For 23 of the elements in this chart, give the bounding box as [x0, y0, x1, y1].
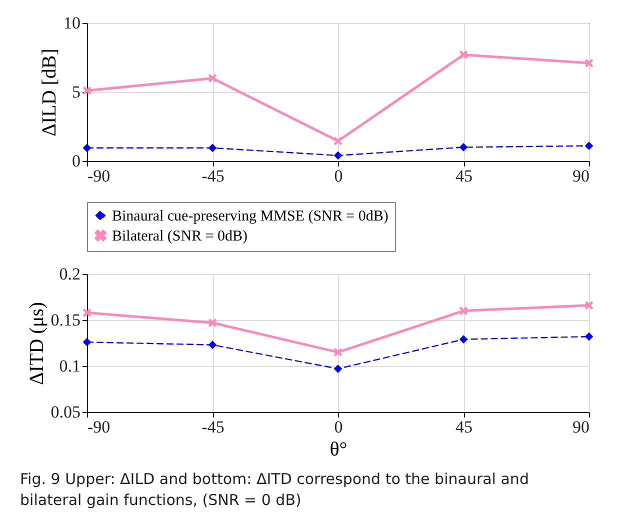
- y-tick-label: 0: [72, 152, 80, 170]
- y-tick-label: 0.05: [50, 402, 80, 422]
- x-tick-label: -45: [202, 418, 224, 436]
- x-tick-label: -90: [88, 166, 110, 186]
- legend-label: Binaural cue-preserving MMSE (SNR = 0dB): [112, 208, 388, 224]
- x-tick-label: 0: [334, 418, 343, 436]
- x-tick-label: -90: [88, 418, 110, 436]
- x-tick-label: 45: [456, 166, 472, 186]
- x-tick-label: 90: [572, 166, 590, 186]
- y-tick-label: 5: [72, 82, 80, 102]
- y-tick-label: 10: [64, 14, 80, 32]
- y-tick-label: 0.1: [59, 356, 80, 376]
- y-tick-label: 0.15: [50, 310, 80, 330]
- x-tick-label: 0: [334, 166, 343, 186]
- y-axis-title: ΔITD (μs): [26, 302, 48, 386]
- legend-label: Bilateral (SNR = 0dB): [112, 228, 248, 244]
- x-tick-label: -45: [202, 166, 224, 186]
- y-tick-label: 0.2: [59, 264, 80, 284]
- x-axis-title: θ°: [330, 438, 348, 460]
- caption: Fig. 9 Upper: ΔILD and bottom: ΔITD correspond to the binaural and bilateral gain functions, (SNR = 0 dB): [20, 469, 530, 511]
- x-tick-label: 90: [572, 418, 590, 436]
- x-tick-label: 45: [456, 418, 472, 436]
- y-axis-title: ΔILD [dB]: [38, 48, 60, 136]
